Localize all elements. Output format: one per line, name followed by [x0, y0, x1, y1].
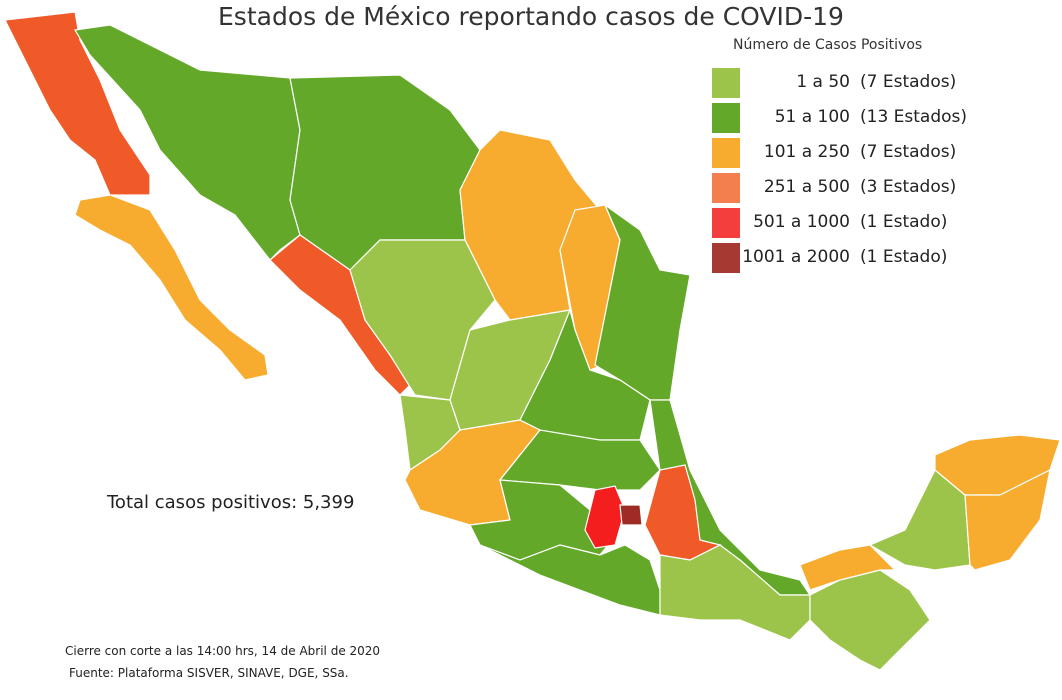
state: [799, 544, 897, 591]
legend-count: (1 Estado): [860, 212, 948, 232]
legend-swatch: [712, 103, 740, 133]
legend-item: 501 a 1000 (1 Estado): [712, 208, 1052, 238]
legend-range: 51 a 100: [774, 107, 850, 127]
legend-range: 1001 a 2000: [742, 247, 850, 267]
footnote: Cierre con corte a las 14:00 hrs, 14 de …: [65, 644, 381, 658]
legend-range: 501 a 1000: [753, 212, 850, 232]
state: [74, 194, 269, 381]
legend-item: 51 a 100 (13 Estados): [712, 103, 1052, 133]
legend-count: (13 Estados): [860, 107, 968, 127]
legend-title: Número de Casos Positivos: [733, 37, 923, 53]
state: [964, 468, 1051, 571]
title: Estados de México reportando casos de CO…: [218, 2, 844, 31]
total-label: Total casos positivos: 5,399: [107, 492, 355, 513]
state: [4, 11, 151, 196]
state: [479, 544, 661, 616]
legend-swatch: [712, 243, 740, 273]
state: [584, 485, 626, 549]
legend-item: 101 a 250 (7 Estados): [712, 138, 1052, 168]
state: [809, 569, 931, 671]
legend-item: 1001 a 2000 (1 Estado): [712, 243, 1052, 273]
legend-count: (3 Estados): [860, 177, 957, 197]
state: [619, 504, 643, 526]
legend-range: 251 a 500: [763, 177, 850, 197]
legend-swatch: [712, 68, 740, 98]
legend-range: 101 a 250: [763, 142, 850, 162]
legend-swatch: [712, 208, 740, 238]
legend-swatch: [712, 138, 740, 168]
legend-item: 1 a 50 (7 Estados): [712, 68, 1052, 98]
legend-count: (7 Estados): [860, 72, 957, 92]
footnote: Fuente: Plataforma SISVER, SINAVE, DGE, …: [69, 666, 349, 680]
legend-range: 1 a 50: [796, 72, 850, 92]
state: [74, 24, 301, 261]
legend-item: 251 a 500 (3 Estados): [712, 173, 1052, 203]
legend-count: (7 Estados): [860, 142, 957, 162]
legend-swatch: [712, 173, 740, 203]
legend-count: (1 Estado): [860, 247, 948, 267]
